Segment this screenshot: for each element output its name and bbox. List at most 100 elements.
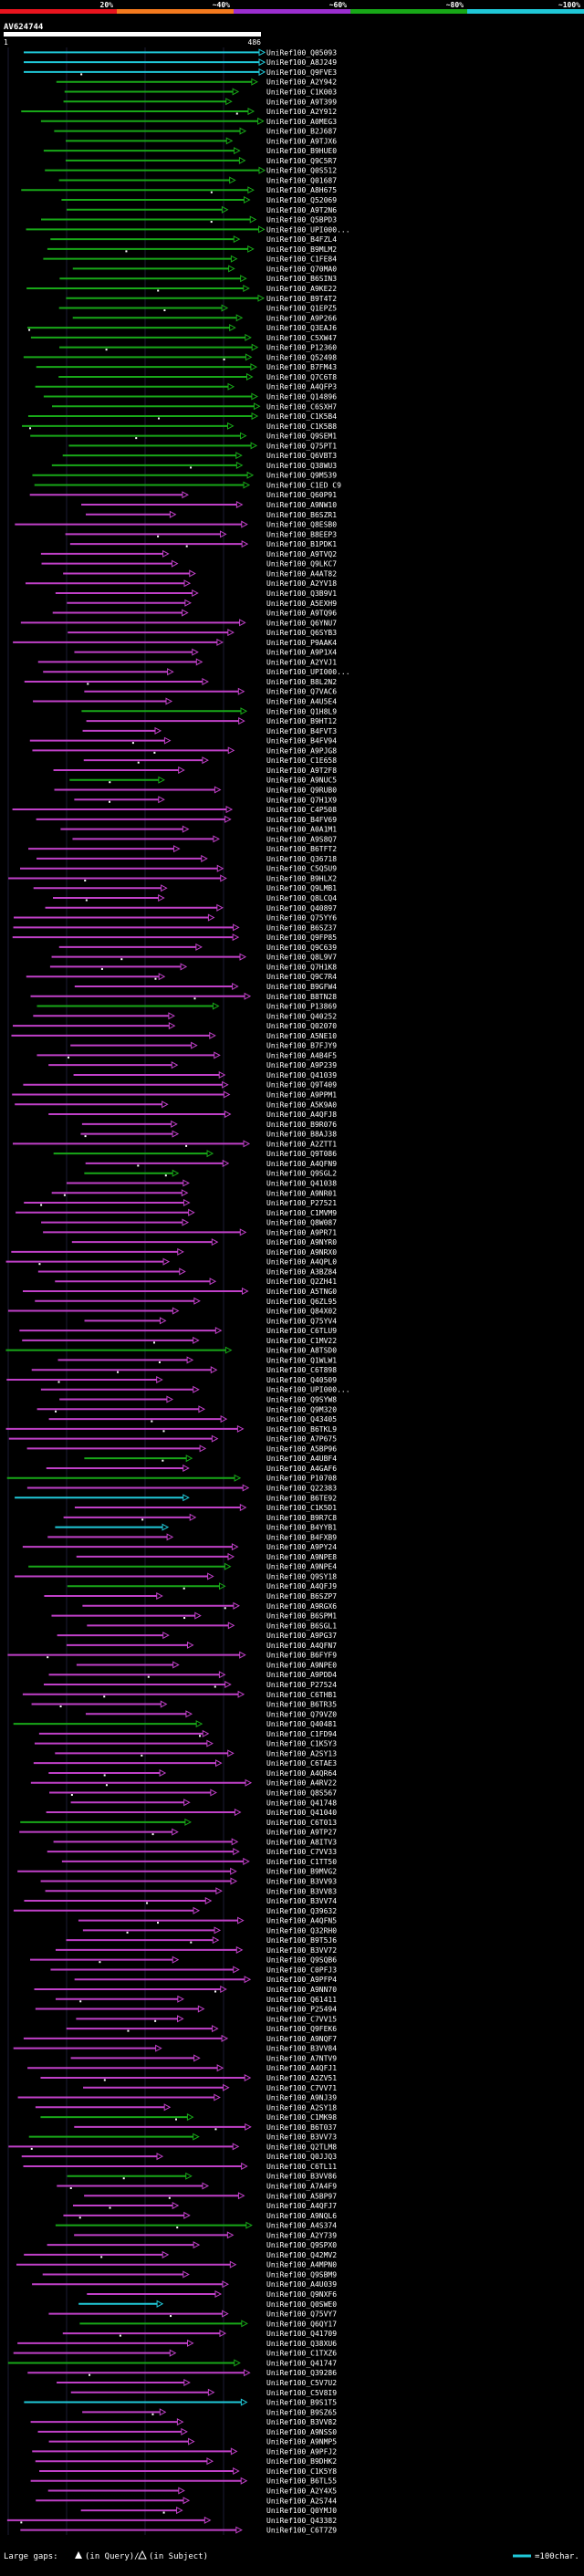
hit-label-104: UniRef100_Q41039 <box>266 1071 337 1079</box>
hit-arrow-175 <box>159 1768 167 1777</box>
hit-label-6: UniRef100_A2Y912 <box>266 108 337 116</box>
hit-label-60: UniRef100_P9AAK4 <box>266 639 337 647</box>
gap-mark-42 <box>190 466 193 469</box>
hit-arrow-225 <box>229 2260 237 2268</box>
hit-arrow-185 <box>230 1867 237 1875</box>
hit-label-79: UniRef100_A0A1M1 <box>266 826 337 834</box>
hit-arrow-45 <box>182 491 189 499</box>
scale-segment-3 <box>350 9 467 14</box>
gap-mark-159 <box>183 1617 186 1620</box>
hit-arrow-68 <box>238 717 245 725</box>
gap-mark-158 <box>224 1607 226 1610</box>
hit-arrow-133 <box>186 1356 194 1364</box>
hit-arrow-224 <box>162 2250 170 2258</box>
hit-label-69: UniRef100_B4FVT3 <box>266 727 337 735</box>
footer-large-gaps-label: Large gaps: <box>4 2552 58 2561</box>
gap-mark-251 <box>20 2521 23 2524</box>
hit-label-0: UniRef100_Q05093 <box>266 48 337 57</box>
hit-label-208: UniRef100_A9NJ39 <box>266 2094 337 2102</box>
gap-mark-114 <box>164 1174 167 1177</box>
hit-label-103: UniRef100_A9P239 <box>266 1061 337 1069</box>
hit-label-12: UniRef100_Q0S512 <box>266 167 337 175</box>
hit-label-91: UniRef100_Q9C639 <box>266 944 337 952</box>
hit-label-168: UniRef100_B6TR35 <box>266 1701 337 1709</box>
gap-mark-72 <box>137 761 140 764</box>
gap-mark-20 <box>125 250 128 253</box>
hit-label-151: UniRef100_B4FXB9 <box>266 1533 337 1541</box>
hit-arrow-79 <box>182 825 190 833</box>
hit-label-215: UniRef100_C6TL11 <box>266 2163 337 2171</box>
hit-arrow-4 <box>232 88 240 96</box>
hit-arrow-73 <box>178 766 185 774</box>
hit-label-226: UniRef100_Q9SBM9 <box>266 2270 337 2279</box>
hit-arrow-104 <box>218 1070 226 1079</box>
hit-label-108: UniRef100_A4QFJ8 <box>266 1111 337 1119</box>
hit-label-19: UniRef100_B4FZL4 <box>266 235 337 244</box>
hit-label-5: UniRef100_A9T399 <box>266 98 337 106</box>
hit-label-143: UniRef100_A4UBF4 <box>266 1455 337 1463</box>
hit-label-127: UniRef100_Q6ZL95 <box>266 1298 337 1306</box>
gap-mark-17 <box>210 221 213 224</box>
hit-arrow-207 <box>223 2083 230 2091</box>
hit-label-29: UniRef100_C5XW47 <box>266 334 337 342</box>
gap-mark-236 <box>89 2373 91 2376</box>
hit-arrow-66 <box>165 697 173 705</box>
hit-arrow-106 <box>223 1090 231 1099</box>
hit-label-176: UniRef100_A4RV22 <box>266 1779 337 1788</box>
hit-label-240: UniRef100_B9SZ65 <box>266 2408 337 2416</box>
hit-label-44: UniRef100_C1ED C9 <box>266 481 341 489</box>
hit-label-62: UniRef100_A2YVJ1 <box>266 658 337 666</box>
hit-arrow-217 <box>202 2182 210 2190</box>
hit-label-121: UniRef100_A9NYR0 <box>266 1238 337 1246</box>
hit-arrow-181 <box>172 1828 179 1836</box>
hit-arrow-17 <box>249 215 257 224</box>
hit-arrow-239 <box>240 2398 248 2406</box>
hit-arrow-162 <box>186 1641 194 1649</box>
hit-label-41: UniRef100_Q6VBT3 <box>266 452 337 460</box>
hit-arrow-195 <box>233 1966 240 1974</box>
hit-label-138: UniRef100_Q9M320 <box>266 1405 337 1413</box>
hit-arrow-91 <box>195 943 203 951</box>
hit-arrow-183 <box>233 1848 240 1856</box>
hit-label-150: UniRef100_B4YYB1 <box>266 1524 337 1532</box>
hit-arrow-49 <box>220 530 227 538</box>
hit-label-236: UniRef100_Q39286 <box>266 2369 337 2377</box>
hit-arrow-223 <box>193 2241 201 2249</box>
hit-label-32: UniRef100_B7FM43 <box>266 363 337 371</box>
hit-arrow-147 <box>182 1494 190 1502</box>
gap-mark-28 <box>28 329 31 331</box>
hit-label-137: UniRef100_Q9SYW8 <box>266 1396 337 1404</box>
hit-arrow-65 <box>237 687 245 695</box>
hit-label-160: UniRef100_B6SGL1 <box>266 1622 337 1630</box>
gap-mark-213 <box>30 2147 33 2150</box>
hit-label-174: UniRef100_C6TAE3 <box>266 1759 337 1768</box>
gap-mark-210 <box>174 2118 177 2121</box>
hit-arrow-199 <box>197 2005 205 2013</box>
hit-label-178: UniRef100_Q41748 <box>266 1799 337 1807</box>
gap-mark-64 <box>87 683 89 685</box>
scale-label-4: ~100% <box>558 1 580 9</box>
hit-arrow-213 <box>232 2143 240 2151</box>
hit-arrow-218 <box>237 2192 245 2200</box>
hit-label-9: UniRef100_A9TJX6 <box>266 137 337 145</box>
hit-arrow-3 <box>251 78 258 86</box>
hit-label-84: UniRef100_B9HLX2 <box>266 874 337 882</box>
hit-label-195: UniRef100_C0PFJ3 <box>266 1966 337 1974</box>
hit-arrow-24 <box>243 284 250 293</box>
hit-label-82: UniRef100_Q36718 <box>266 855 337 863</box>
hit-label-106: UniRef100_A9PPM1 <box>266 1091 337 1100</box>
subject-gap-marker-icon <box>138 2550 147 2560</box>
hit-label-99: UniRef100_Q02070 <box>266 1022 337 1030</box>
hit-label-198: UniRef100_Q61411 <box>266 1996 337 2004</box>
hit-label-185: UniRef100_B9MVG2 <box>266 1868 337 1876</box>
hit-arrow-88 <box>207 913 215 922</box>
hit-label-53: UniRef100_A4AT82 <box>266 569 337 578</box>
gap-mark-110 <box>84 1135 87 1138</box>
hit-label-232: UniRef100_Q41709 <box>266 2330 337 2338</box>
hit-arrow-35 <box>251 392 258 401</box>
hit-arrow-58 <box>239 619 246 627</box>
hit-arrow-112 <box>206 1150 214 1158</box>
gap-mark-240 <box>151 2413 154 2415</box>
hit-label-13: UniRef100_Q01687 <box>266 176 337 184</box>
hit-label-196: UniRef100_A9PFP4 <box>266 1976 337 1984</box>
